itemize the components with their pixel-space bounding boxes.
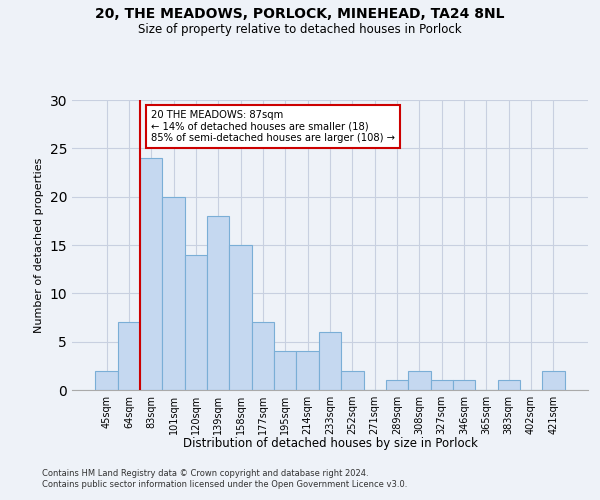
- Bar: [274, 352, 296, 390]
- Bar: [140, 158, 163, 390]
- Text: 20 THE MEADOWS: 87sqm
← 14% of detached houses are smaller (18)
85% of semi-deta: 20 THE MEADOWS: 87sqm ← 14% of detached …: [151, 110, 395, 143]
- Bar: [453, 380, 475, 390]
- Bar: [207, 216, 229, 390]
- Bar: [185, 254, 207, 390]
- Y-axis label: Number of detached properties: Number of detached properties: [34, 158, 44, 332]
- Bar: [341, 370, 364, 390]
- Text: Size of property relative to detached houses in Porlock: Size of property relative to detached ho…: [138, 22, 462, 36]
- Text: Contains HM Land Registry data © Crown copyright and database right 2024.: Contains HM Land Registry data © Crown c…: [42, 468, 368, 477]
- Bar: [319, 332, 341, 390]
- Bar: [95, 370, 118, 390]
- Bar: [408, 370, 431, 390]
- Bar: [118, 322, 140, 390]
- Bar: [542, 370, 565, 390]
- Text: Contains public sector information licensed under the Open Government Licence v3: Contains public sector information licen…: [42, 480, 407, 489]
- Text: Distribution of detached houses by size in Porlock: Distribution of detached houses by size …: [182, 438, 478, 450]
- Bar: [163, 196, 185, 390]
- Bar: [252, 322, 274, 390]
- Bar: [229, 245, 252, 390]
- Bar: [296, 352, 319, 390]
- Bar: [386, 380, 408, 390]
- Bar: [431, 380, 453, 390]
- Bar: [497, 380, 520, 390]
- Text: 20, THE MEADOWS, PORLOCK, MINEHEAD, TA24 8NL: 20, THE MEADOWS, PORLOCK, MINEHEAD, TA24…: [95, 8, 505, 22]
